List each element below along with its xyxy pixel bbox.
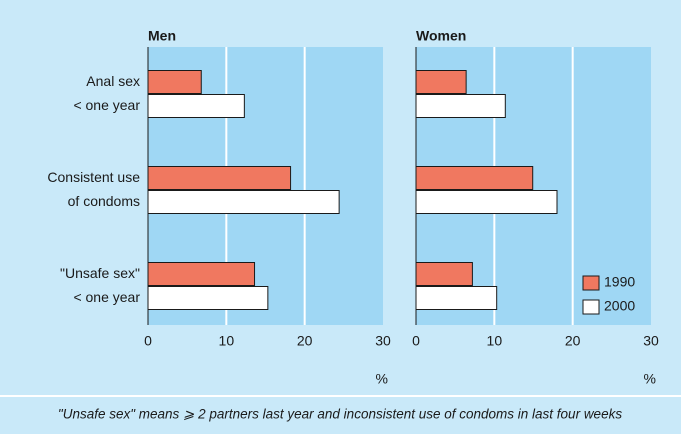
footnote: "Unsafe sex" means ⩾ 2 partners last yea…	[58, 407, 622, 422]
bar	[147, 94, 245, 118]
legend-label: 2000	[604, 298, 635, 314]
x-tick-label: 20	[297, 333, 313, 349]
legend-swatch	[582, 299, 600, 315]
y-tick-label: "Unsafe sex"	[60, 265, 140, 281]
panel-title: Women	[416, 28, 466, 44]
bar	[415, 190, 558, 214]
bar	[415, 166, 534, 190]
bar	[147, 166, 292, 190]
bar	[415, 94, 506, 118]
bar	[147, 190, 340, 214]
y-tick-label: Anal sex	[86, 73, 140, 89]
x-tick-label: 10	[219, 333, 235, 349]
panel-title: Men	[148, 28, 176, 44]
x-tick-label: 0	[144, 333, 152, 349]
bar	[147, 70, 202, 94]
bar	[147, 262, 256, 286]
bar	[415, 286, 498, 310]
y-tick-label: < one year	[73, 97, 140, 113]
legend-label: 1990	[604, 274, 635, 290]
x-tick-label: 10	[487, 333, 503, 349]
bar	[147, 286, 269, 310]
x-axis-label: %	[376, 371, 388, 387]
x-axis-label: %	[644, 371, 656, 387]
bar	[415, 262, 473, 286]
y-tick-label: < one year	[73, 289, 140, 305]
x-tick-label: 30	[375, 333, 391, 349]
y-tick-label: of condoms	[68, 193, 140, 209]
x-tick-label: 0	[412, 333, 420, 349]
bar	[415, 70, 467, 94]
x-tick-label: 20	[565, 333, 581, 349]
legend-swatch	[582, 275, 600, 291]
y-tick-label: Consistent use	[47, 169, 140, 185]
x-tick-label: 30	[643, 333, 659, 349]
